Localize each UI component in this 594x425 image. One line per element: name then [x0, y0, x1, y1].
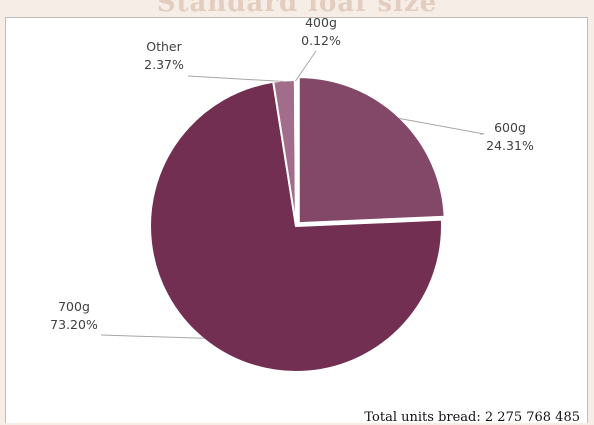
leader-line-600g	[398, 117, 485, 135]
slice-percent-label: 73.20%	[50, 317, 98, 332]
slice-category-label: Other	[146, 39, 182, 54]
slice-category-label: 600g	[494, 120, 526, 135]
leader-lines	[100, 50, 485, 339]
pie-chart: 600g 24.31% 700g 73.20% Other 2.37% 400g 0.12%	[50, 18, 534, 373]
pie-slice-400g	[293, 78, 297, 227]
slice-percent-label: 2.37%	[144, 57, 184, 72]
slice-percent-label: 24.31%	[486, 138, 534, 153]
slice-labels: 600g 24.31% 700g 73.20% Other 2.37% 400g 0.12%	[50, 18, 534, 332]
slice-percent-label: 0.12%	[301, 33, 341, 48]
pie-slice-600g	[297, 76, 446, 225]
slice-category-label: 700g	[58, 299, 90, 314]
pie-slices	[149, 76, 446, 373]
pie-slice-700g	[149, 80, 443, 373]
slice-category-label: 400g	[305, 18, 337, 30]
total-units-note: Total units bread: 2 275 768 485	[364, 410, 580, 425]
leader-line-other	[187, 75, 285, 82]
page-title: Standard loaf size	[156, 0, 438, 18]
chart-panel: 600g 24.31% 700g 73.20% Other 2.37% 400g 0.12% …	[5, 17, 588, 425]
leader-line-700g	[100, 334, 205, 339]
leader-line-400g	[295, 50, 317, 82]
